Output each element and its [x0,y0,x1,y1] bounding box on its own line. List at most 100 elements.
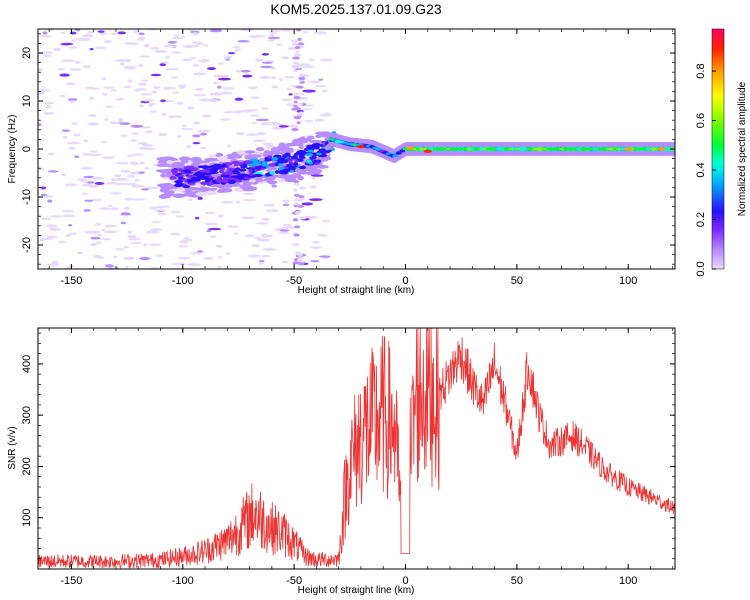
spectrogram-blob [172,115,183,118]
spectrogram-blob [142,243,148,247]
spectrogram-blob [251,244,260,248]
spectrogram-blob [204,211,216,215]
spectrogram-blob [307,58,316,61]
spectrogram-blob [270,76,276,80]
x-tick-label: -150 [60,275,82,287]
spectrogram-blob [309,185,317,189]
spectrogram-blob [199,132,208,136]
spectrogram-blob [319,58,333,62]
spectrogram-blob [113,255,118,259]
y-tick-label: 400 [21,355,33,373]
spectrogram-blob [185,145,192,149]
spectrogram-blob [272,29,281,33]
spectrogram-blob [187,263,201,267]
spectrogram-blob [110,178,118,182]
spectrogram-blob [314,118,325,122]
spectrogram-blob [310,260,320,263]
spectrogram-blob [163,190,172,195]
spectrogram-blob [47,152,55,156]
spectrogram-blob [248,172,255,176]
spectrogram-blob [105,181,118,185]
spectrogram-blob [197,250,204,253]
spectrogram-blob [224,252,231,255]
spectrogram-blob [292,188,297,192]
spectrogram-blob [176,182,183,187]
spectrogram-blob [192,63,200,67]
spectrogram-blob [318,255,331,258]
spectrogram-blob [356,145,365,149]
spectrogram-blob [150,228,163,232]
spectrogram-blob [145,186,159,190]
spectrogram-blob [38,91,45,95]
spectrogram-blob [281,150,294,154]
spectrogram-blob [307,149,315,153]
spectrogram-blob [311,176,316,180]
spectrogram-blob [177,84,187,88]
spectrogram-blob [233,163,239,167]
spectrogram-blob [56,67,66,71]
spectrogram-blob [149,266,161,269]
spectrogram-blob [100,228,106,232]
spectrogram-blob [244,150,256,154]
spectrogram-blob [127,155,134,158]
spectrogram-blob [240,164,247,169]
spectrogram-blob [294,46,301,50]
spectrogram-blob [292,261,300,265]
spectrogram-blob [130,241,143,245]
spectrogram-blob [271,85,279,89]
spectrogram-blob [310,246,322,249]
spectrogram-blob [67,46,78,49]
spectrogram-blob [140,188,150,191]
spectrogram-blob [90,242,98,246]
spectrogram-blob [423,149,432,153]
spectrogram-blob [302,65,315,69]
spectrogram-blob [226,155,236,160]
spectrogram-blob [177,174,184,178]
spectrogram-blob [203,256,214,261]
spectrogram-blob [87,230,101,234]
spectrogram-blob [110,266,117,269]
colorbar-frame [711,28,725,270]
spectrogram-blob [69,232,78,235]
spectrogram-blob [260,254,272,258]
spectrogram-blob [143,44,151,48]
spectrogram-blob [61,31,66,35]
spectrogram-blob [123,65,137,69]
spectrogram-blob [163,45,177,48]
spectrogram-blob [220,173,230,178]
spectrogram-blob [304,215,318,219]
spectrogram-blob [298,166,306,170]
spectrogram-blob [226,170,233,174]
spectrogram-blob [287,46,297,50]
spectrogram-blob [248,179,256,183]
snr-x-axis-label: Height of straight line (km) [298,585,415,596]
spectrogram-blob [114,177,129,181]
spectrogram-blob [173,34,180,37]
spectrogram-blob [219,169,224,174]
spectrogram-blob [215,179,224,184]
spectrogram-blob [295,85,304,89]
spectrogram-blob [95,241,102,245]
spectrogram-blob [207,182,215,186]
spectrogram-blob [70,100,75,103]
spectrogram-blob [198,176,207,180]
spectrogram-blob [293,193,300,197]
spectrogram-blob [45,105,52,109]
spectrogram-blob [99,32,107,35]
spectrogram-blob [108,204,113,208]
spectrogram-blob [217,77,232,81]
spectrogram-blob [59,73,70,77]
spectrogram-blob [177,135,182,138]
spectrogram-blob [255,147,265,152]
colorbar-tick-label: 0.6 [695,113,707,128]
spectrogram-blob [62,209,75,213]
spectrogram-blob [130,132,139,135]
spectrogram-blob [141,147,150,150]
spectrogram-blob [232,110,243,114]
spectrogram-blob [240,69,251,73]
spectrogram-blob [102,86,115,89]
spectrogram-blob [260,107,269,110]
spectrogram-blob [301,108,313,111]
spectrogram-blob [294,202,301,206]
spectrogram-blob [123,207,131,210]
